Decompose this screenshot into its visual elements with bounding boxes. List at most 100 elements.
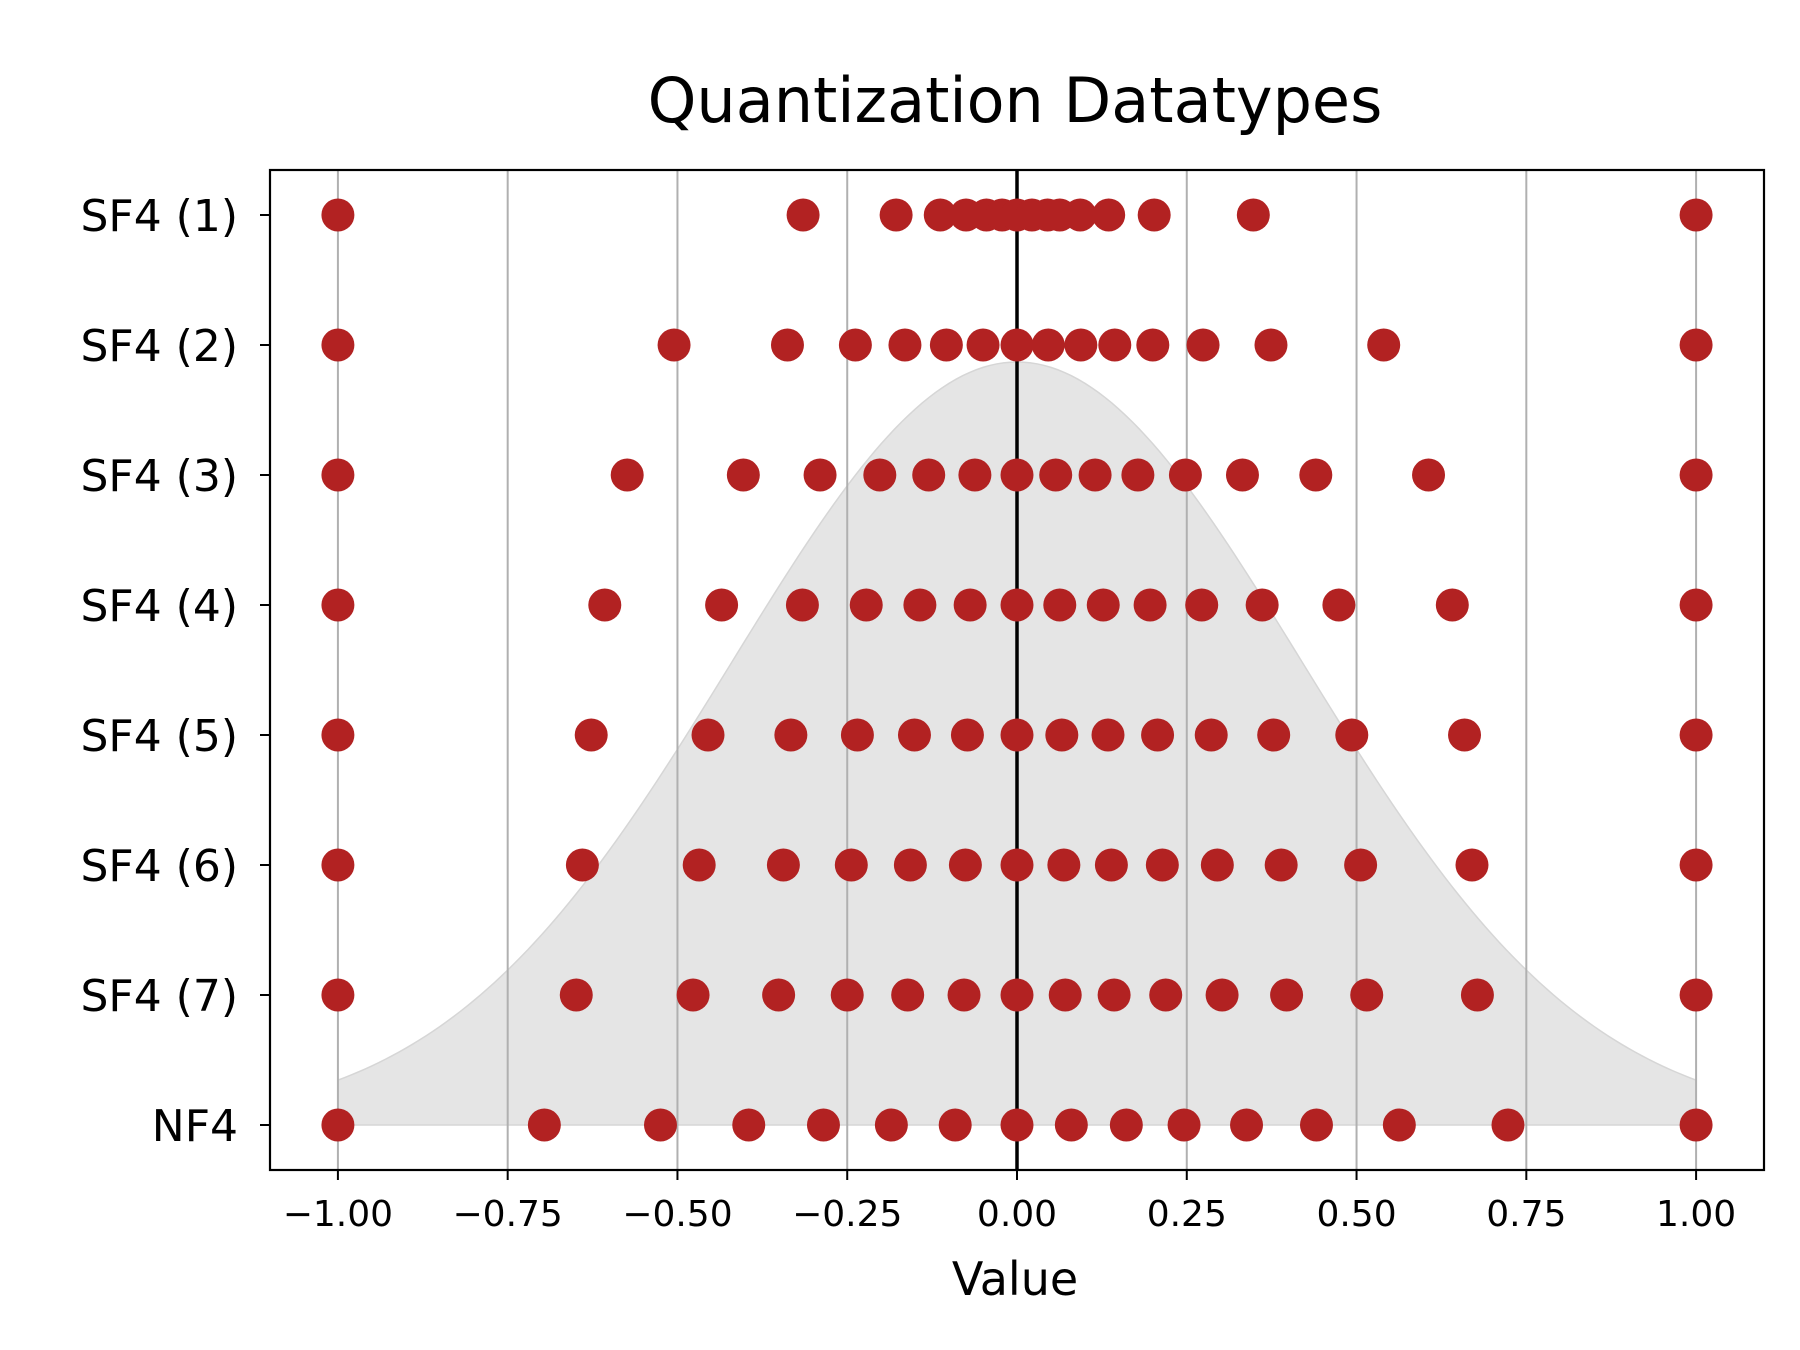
data-point [574,718,608,752]
x-tick-label: 1.00 [1656,1194,1736,1235]
data-point [834,848,868,882]
data-point [891,978,925,1012]
data-point [321,198,355,232]
data-point [950,718,984,752]
data-point [1679,718,1713,752]
x-tick-label: 0.00 [977,1194,1057,1235]
data-point [766,848,800,882]
data-point [785,588,819,622]
data-point [830,978,864,1012]
data-point [1031,328,1065,362]
data-point [726,458,760,492]
data-point [888,328,922,362]
x-tick-label: −0.50 [622,1194,732,1235]
data-point [803,458,837,492]
data-point [1491,1108,1525,1142]
x-tick-label: 0.75 [1486,1194,1566,1235]
data-point [1097,978,1131,1012]
data-point [1136,328,1170,362]
data-point [1098,328,1132,362]
data-point [948,848,982,882]
data-point [1086,588,1120,622]
data-point [1236,198,1270,232]
data-point [1000,978,1034,1012]
data-point [1460,978,1494,1012]
data-point [676,978,710,1012]
data-point [1200,848,1234,882]
data-point [770,328,804,362]
data-point [1133,588,1167,622]
data-point [806,1108,840,1142]
data-point [1045,718,1079,752]
data-point [1109,1108,1143,1142]
data-point [1149,978,1183,1012]
data-point [1048,978,1082,1012]
data-point [321,978,355,1012]
data-point [1167,1108,1201,1142]
data-point [912,458,946,492]
data-point [1205,978,1239,1012]
data-point [1270,978,1304,1012]
data-point [863,458,897,492]
data-point [1141,718,1175,752]
data-point [565,848,599,882]
data-point [1679,978,1713,1012]
data-point [1043,588,1077,622]
data-point [774,718,808,752]
data-point [923,198,957,232]
data-point [1000,848,1034,882]
x-tick-label: 0.50 [1316,1194,1396,1235]
data-point [786,198,820,232]
data-point [1412,458,1446,492]
data-point [1168,458,1202,492]
data-point [1679,588,1713,622]
data-point [1382,1108,1416,1142]
data-point [1679,458,1713,492]
data-point [893,848,927,882]
data-point [1094,848,1128,882]
axes-frame [268,168,1766,1172]
data-point [1264,848,1298,882]
data-point [559,978,593,1012]
data-point [1000,458,1034,492]
data-point [1435,588,1469,622]
data-point [1254,328,1288,362]
data-point [1299,458,1333,492]
data-point [1092,198,1126,232]
data-point [321,718,355,752]
data-point [1137,198,1171,232]
data-point [903,588,937,622]
data-point [588,588,622,622]
data-point [682,848,716,882]
data-point [1145,848,1179,882]
data-point [643,1108,677,1142]
data-point [840,718,874,752]
x-tick-label: −0.75 [453,1194,563,1235]
y-tick-label: SF4 (4) [80,581,238,632]
data-point [947,978,981,1012]
y-tick-label: SF4 (5) [80,711,238,762]
chart-title: Quantization Datatypes [648,64,1383,137]
data-point [966,328,1000,362]
data-point [1299,1108,1333,1142]
data-point [1245,588,1279,622]
data-point [1194,718,1228,752]
y-tick-label: SF4 (1) [80,191,238,242]
data-point [321,848,355,882]
data-point [1063,198,1097,232]
data-point [1679,198,1713,232]
data-point [732,1108,766,1142]
data-point [691,718,725,752]
data-point [705,588,739,622]
x-tick-label: −1.00 [283,1194,393,1235]
data-point [958,458,992,492]
data-point [657,328,691,362]
data-point [1679,848,1713,882]
x-tick-label: −0.25 [792,1194,902,1235]
y-tick-label: NF4 [152,1101,238,1152]
data-point [1186,328,1220,362]
data-point [1185,588,1219,622]
data-point [1344,848,1378,882]
y-tick-label: SF4 (3) [80,451,238,502]
data-point [321,588,355,622]
